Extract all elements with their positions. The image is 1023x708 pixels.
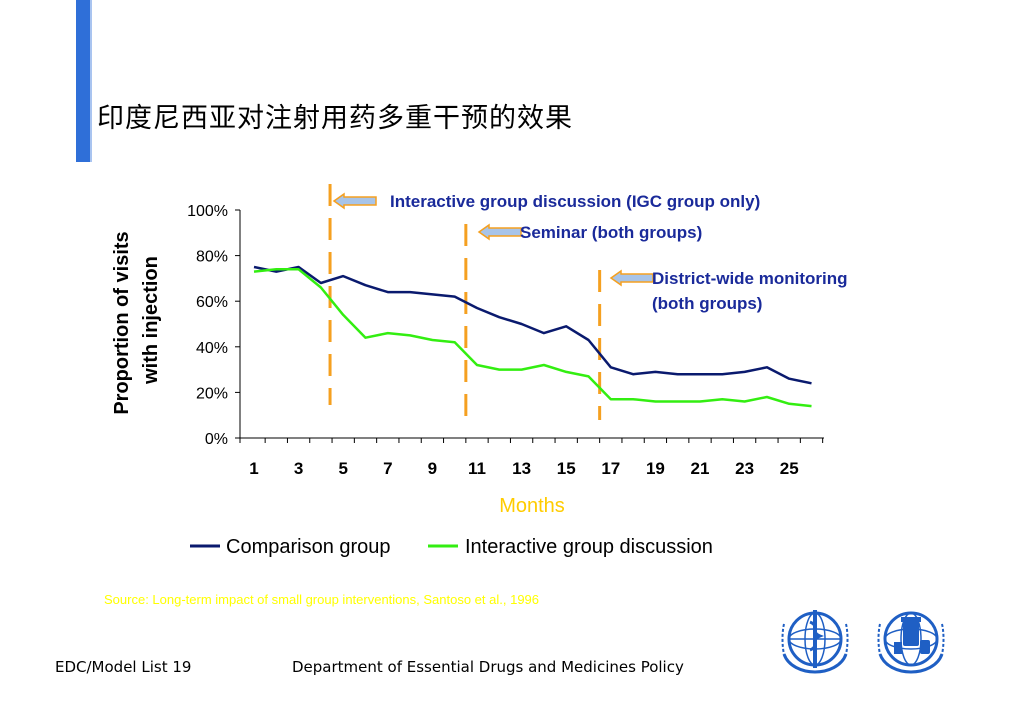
- medicines-emblem-icon: [877, 611, 945, 674]
- x-tick-label: 23: [735, 459, 754, 478]
- series-line-interactive: [253, 268, 812, 408]
- x-tick-label: 19: [646, 459, 665, 478]
- footer-left: EDC/Model List 19: [55, 658, 192, 676]
- y-tick-label: 40%: [196, 340, 228, 357]
- annotation-arrow-icon: [332, 192, 377, 210]
- y-axis-label: Proportion of visits: [111, 231, 133, 414]
- x-tick-label: 11: [468, 459, 486, 478]
- x-tick-label: 13: [512, 459, 531, 478]
- x-axis-label: Months: [499, 495, 565, 517]
- y-tick-label: 80%: [196, 249, 228, 266]
- x-tick-label: 21: [691, 459, 710, 478]
- x-tick-label: 3: [294, 459, 303, 478]
- y-tick-label: 20%: [196, 385, 228, 402]
- x-tick-label: 5: [338, 459, 347, 478]
- series-line-comparison: [253, 265, 812, 385]
- x-tick-label: 7: [383, 459, 392, 478]
- annotation-label: Interactive group discussion (IGC group …: [390, 192, 760, 211]
- x-tick-label: 1: [249, 459, 258, 478]
- y-tick-label: 100%: [187, 203, 228, 220]
- slide-title: 印度尼西亚对注射用药多重干预的效果: [97, 103, 573, 134]
- legend-label-comparison: Comparison group: [226, 536, 391, 558]
- x-tick-label: 17: [601, 459, 620, 478]
- y-axis-label-line2: with injection: [140, 256, 162, 385]
- annotation-label-line2: (both groups): [652, 294, 762, 313]
- y-tick-label: 60%: [196, 294, 228, 311]
- y-tick-label: 0%: [205, 431, 228, 448]
- annotation-arrow-icon: [609, 269, 654, 287]
- source-citation: Source: Long-term impact of small group …: [104, 592, 540, 607]
- legend-label-interactive: Interactive group discussion: [465, 536, 713, 558]
- annotation-label: District-wide monitoring: [652, 269, 848, 288]
- x-tick-label: 15: [557, 459, 576, 478]
- who-emblem-icon: [781, 610, 849, 674]
- accent-line: [90, 0, 92, 162]
- annotation-label: Seminar (both groups): [520, 223, 702, 242]
- annotation-arrow-icon: [477, 223, 522, 241]
- x-tick-label: 25: [780, 459, 799, 478]
- footer-center: Department of Essential Drugs and Medici…: [292, 658, 684, 676]
- x-tick-label: 9: [428, 459, 437, 478]
- accent-bar: [76, 0, 90, 162]
